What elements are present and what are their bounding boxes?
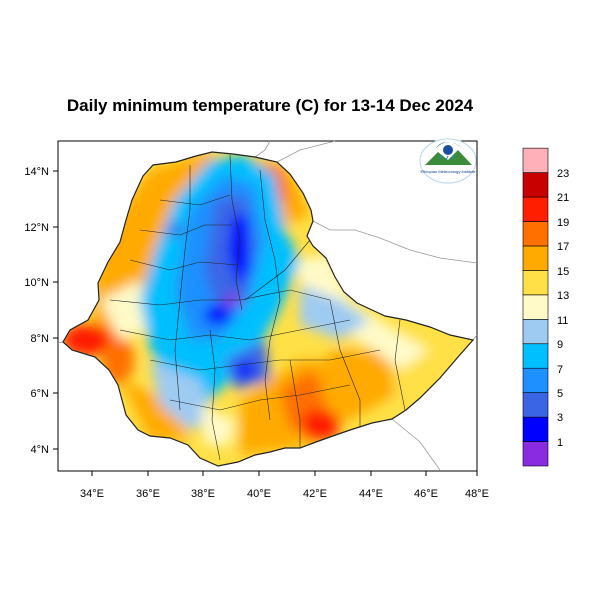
neighbor-borders: [57, 140, 478, 471]
y-tick-labels: 4°N 6°N 8°N 10°N 12°N 14°N: [24, 166, 49, 456]
legend-swatch: [522, 367, 549, 393]
y-axis: [53, 170, 58, 450]
x-tick-labels: 34°E 36°E 38°E 40°E 42°E 44°E 46°E 48°E: [80, 488, 489, 500]
x-tick-label: 34°E: [80, 488, 104, 500]
legend-label: 3: [557, 412, 563, 424]
legend-label: 1: [557, 437, 563, 449]
legend-label: 13: [557, 290, 569, 302]
legend-label: 23: [557, 168, 569, 180]
legend-swatch: [522, 172, 549, 198]
x-tick-label: 40°E: [247, 488, 271, 500]
legend-label: 7: [557, 364, 563, 376]
x-tick-label: 44°E: [359, 488, 383, 500]
x-axis: [91, 471, 478, 476]
legend-label: 15: [557, 266, 569, 278]
x-tick-label: 46°E: [414, 488, 438, 500]
legend-swatch: [522, 245, 549, 271]
y-tick-label: 14°N: [24, 166, 49, 178]
country-outline: [62, 151, 475, 467]
y-tick-label: 12°N: [24, 222, 49, 234]
weather-agency-logo: Ethiopian Meteorology Institute: [419, 138, 477, 184]
zone-boundaries: [109, 154, 406, 461]
legend-swatch: [522, 147, 549, 173]
x-tick-label: 36°E: [136, 488, 160, 500]
map-title: Daily minimum temperature (C) for 13-14 …: [66, 96, 474, 115]
legend-swatch: [522, 270, 549, 296]
y-tick-label: 8°N: [31, 333, 50, 345]
legend-label: 17: [557, 241, 569, 253]
legend-label: 21: [557, 192, 569, 204]
y-tick-label: 4°N: [31, 444, 50, 456]
legend-swatch: [522, 196, 549, 222]
x-tick-label: 42°E: [303, 488, 327, 500]
temperature-field: [63, 152, 473, 466]
legend-label: 11: [557, 315, 568, 327]
x-tick-label: 48°E: [465, 488, 489, 500]
legend-label: 9: [557, 339, 563, 351]
legend-label: 5: [557, 388, 563, 400]
y-tick-label: 10°N: [24, 277, 49, 289]
legend-swatch: [522, 318, 549, 345]
legend-label: 19: [557, 217, 569, 229]
legend-swatch: [522, 416, 549, 442]
legend-swatches: [522, 147, 549, 467]
legend-swatch: [522, 441, 549, 467]
legend-swatch: [522, 392, 549, 418]
color-legend: 1 3 5 7 9 11 13 15 17 19 21 23: [522, 147, 569, 467]
legend-swatch: [522, 294, 549, 320]
legend-swatch: [522, 343, 549, 369]
logo-org-text: Ethiopian Meteorology Institute: [421, 169, 477, 174]
legend-swatch: [522, 221, 549, 247]
legend-labels: 1 3 5 7 9 11 13 15 17 19 21 23: [557, 168, 569, 449]
y-tick-label: 6°N: [31, 388, 50, 400]
x-tick-label: 38°E: [191, 488, 215, 500]
